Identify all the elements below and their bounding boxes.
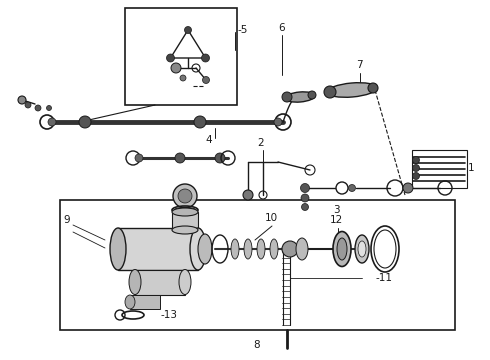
- Ellipse shape: [327, 83, 377, 97]
- Circle shape: [282, 92, 292, 102]
- Circle shape: [175, 153, 185, 163]
- Circle shape: [301, 194, 309, 202]
- Circle shape: [185, 27, 192, 33]
- Circle shape: [368, 83, 378, 93]
- Text: 10: 10: [265, 213, 278, 223]
- Circle shape: [413, 165, 419, 171]
- Bar: [60, 200, 455, 330]
- Circle shape: [215, 153, 225, 163]
- Ellipse shape: [179, 270, 191, 294]
- Circle shape: [18, 96, 26, 104]
- Ellipse shape: [257, 239, 265, 259]
- Text: 12: 12: [330, 215, 343, 225]
- Circle shape: [413, 172, 419, 180]
- Circle shape: [25, 102, 31, 108]
- Ellipse shape: [358, 241, 366, 257]
- Circle shape: [167, 54, 174, 62]
- Bar: [135, 270, 185, 295]
- Bar: [172, 212, 198, 230]
- Circle shape: [243, 190, 253, 200]
- Circle shape: [48, 118, 56, 126]
- Circle shape: [282, 241, 298, 257]
- Ellipse shape: [190, 228, 206, 270]
- Ellipse shape: [129, 270, 141, 294]
- Circle shape: [180, 75, 186, 81]
- Ellipse shape: [270, 239, 278, 259]
- Text: 6: 6: [278, 23, 285, 33]
- Circle shape: [300, 184, 310, 193]
- Circle shape: [171, 63, 181, 73]
- Bar: [130, 295, 160, 309]
- Text: 8: 8: [253, 340, 260, 350]
- Circle shape: [202, 77, 210, 84]
- Text: -11: -11: [375, 273, 392, 283]
- Bar: [118, 228, 198, 270]
- Circle shape: [79, 116, 91, 128]
- Ellipse shape: [333, 231, 351, 266]
- Ellipse shape: [337, 238, 347, 260]
- Text: 7: 7: [356, 60, 363, 70]
- Ellipse shape: [198, 234, 212, 264]
- Text: 1: 1: [468, 163, 475, 173]
- Bar: [412, 150, 467, 188]
- Ellipse shape: [244, 239, 252, 259]
- Circle shape: [403, 183, 413, 193]
- Circle shape: [201, 54, 210, 62]
- Ellipse shape: [110, 228, 126, 270]
- Circle shape: [194, 116, 206, 128]
- Ellipse shape: [231, 239, 239, 259]
- Text: -5: -5: [237, 25, 247, 35]
- Ellipse shape: [125, 295, 135, 309]
- Ellipse shape: [355, 235, 369, 263]
- Circle shape: [178, 189, 192, 203]
- Ellipse shape: [172, 226, 198, 234]
- Circle shape: [413, 157, 419, 163]
- Circle shape: [173, 184, 197, 208]
- Text: 3: 3: [333, 205, 340, 215]
- Circle shape: [324, 86, 336, 98]
- Circle shape: [135, 154, 143, 162]
- Ellipse shape: [172, 208, 198, 216]
- Circle shape: [301, 203, 309, 211]
- Circle shape: [348, 185, 356, 192]
- Circle shape: [274, 118, 282, 126]
- Text: 4: 4: [205, 135, 212, 145]
- Circle shape: [35, 105, 41, 111]
- Text: 2: 2: [257, 138, 264, 148]
- Text: 9: 9: [63, 215, 70, 225]
- Text: -13: -13: [160, 310, 177, 320]
- Circle shape: [308, 91, 316, 99]
- Ellipse shape: [285, 92, 315, 102]
- Ellipse shape: [296, 238, 308, 260]
- Bar: [125, 8, 237, 105]
- Circle shape: [47, 105, 51, 111]
